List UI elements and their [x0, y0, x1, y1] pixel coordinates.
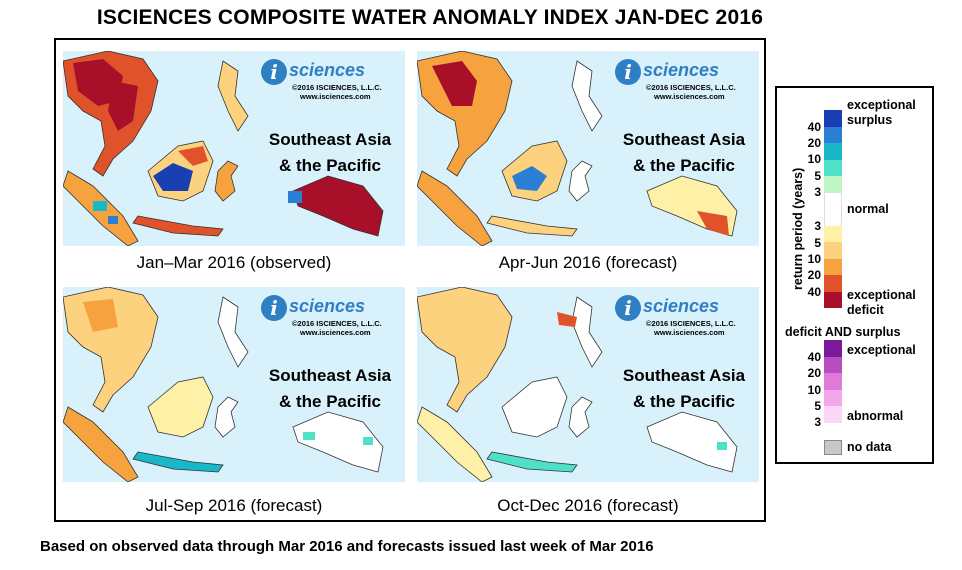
- legend-num: 20: [807, 136, 821, 150]
- swatch-deficit-5: [824, 242, 842, 259]
- swatch-surplus-40: [824, 110, 842, 127]
- swatch-both-5: [824, 389, 842, 406]
- panel-caption-oct-dec: Oct-Dec 2016 (forecast): [497, 496, 679, 515]
- panel-caption-jan-mar: Jan–Mar 2016 (observed): [136, 253, 332, 272]
- region-line-2: & the Pacific: [632, 392, 736, 411]
- swatch-surplus-10: [824, 143, 842, 160]
- region-label: Southeast Asia & the Pacific: [617, 363, 751, 415]
- panel-map-graphic: [417, 51, 738, 246]
- map-frame: i sciences ©2016 ISCIENCES, L.L.C. www.i…: [54, 38, 766, 522]
- region-label: Southeast Asia & the Pacific: [617, 127, 751, 179]
- logo-copyright: ©2016 ISCIENCES, L.L.C.: [646, 83, 736, 92]
- legend: return period (years) exceptional surplu…: [775, 86, 934, 464]
- legend-num: 10: [807, 252, 821, 266]
- logo-i-icon: i: [261, 295, 287, 321]
- logo-url: www.isciences.com: [654, 92, 725, 101]
- legend-surplus-title-1: exceptional: [847, 98, 916, 112]
- region-line-2: & the Pacific: [278, 392, 382, 411]
- legend-num: 5: [814, 169, 821, 183]
- legend-num: 20: [807, 268, 821, 282]
- map-panel-oct-dec: i sciences ©2016 ISCIENCES, L.L.C. www.i…: [417, 287, 759, 482]
- swatch-deficit-3: [824, 225, 842, 242]
- legend-deficit-title-2: deficit: [847, 303, 884, 317]
- region-line-1: Southeast Asia: [268, 130, 392, 149]
- region-line-2: & the Pacific: [278, 156, 382, 175]
- legend-both-exceptional: exceptional: [847, 343, 916, 357]
- logo-i-icon: i: [615, 59, 641, 85]
- region-label: Southeast Asia & the Pacific: [263, 363, 397, 415]
- swatch-deficit-10: [824, 258, 842, 275]
- swatch-both-10: [824, 373, 842, 390]
- logo-url: www.isciences.com: [300, 92, 371, 101]
- map-title: ISCIENCES COMPOSITE WATER ANOMALY INDEX …: [96, 6, 764, 29]
- legend-both-title: deficit AND surplus: [785, 325, 901, 339]
- region-line-1: Southeast Asia: [622, 366, 746, 385]
- panel-caption-apr-jun: Apr-Jun 2016 (forecast): [498, 253, 678, 272]
- legend-deficit-title-1: exceptional: [847, 288, 916, 302]
- logo-url: www.isciences.com: [654, 328, 725, 337]
- logo-wordmark: sciences: [643, 60, 720, 80]
- logo-i-icon: i: [615, 295, 641, 321]
- region-label: Southeast Asia & the Pacific: [263, 127, 397, 179]
- logo-wordmark: sciences: [643, 296, 720, 316]
- swatch-deficit-40: [824, 291, 842, 308]
- legend-num: 10: [807, 152, 821, 166]
- logo-wordmark: sciences: [289, 296, 366, 316]
- legend-num: 40: [807, 285, 821, 299]
- swatch-surplus-20: [824, 126, 842, 143]
- logo-copyright: ©2016 ISCIENCES, L.L.C.: [646, 319, 736, 328]
- swatch-no-data: [824, 440, 842, 455]
- legend-num: 5: [814, 236, 821, 250]
- footer-note: Based on observed data through Mar 2016 …: [40, 538, 654, 555]
- swatch-deficit-20: [824, 275, 842, 292]
- swatch-surplus-3: [824, 176, 842, 193]
- legend-num: 40: [807, 350, 821, 364]
- panel-map-graphic: [63, 287, 384, 482]
- swatch-surplus-5: [824, 159, 842, 176]
- swatch-both-20: [824, 356, 842, 373]
- swatch-both-40: [824, 340, 842, 357]
- legend-surplus-title-2: surplus: [847, 113, 893, 127]
- legend-num: 3: [814, 219, 821, 233]
- panel-map-graphic: [417, 287, 738, 482]
- swatch-normal: [824, 192, 842, 226]
- map-panel-jul-sep: i sciences ©2016 ISCIENCES, L.L.C. www.i…: [63, 287, 405, 482]
- logo-i-icon: i: [261, 59, 287, 85]
- region-line-1: Southeast Asia: [622, 130, 746, 149]
- legend-num: 3: [814, 415, 821, 429]
- legend-num: 5: [814, 399, 821, 413]
- panel-map-graphic: [63, 51, 384, 246]
- region-line-1: Southeast Asia: [268, 366, 392, 385]
- logo-wordmark: sciences: [289, 60, 366, 80]
- map-panel-jan-mar: i sciences ©2016 ISCIENCES, L.L.C. www.i…: [63, 51, 405, 246]
- region-line-2: & the Pacific: [632, 156, 736, 175]
- map-panel-apr-jun: i sciences ©2016 ISCIENCES, L.L.C. www.i…: [417, 51, 759, 246]
- logo-copyright: ©2016 ISCIENCES, L.L.C.: [292, 83, 382, 92]
- legend-num: 20: [807, 366, 821, 380]
- legend-no-data: no data: [847, 440, 892, 454]
- logo-copyright: ©2016 ISCIENCES, L.L.C.: [292, 319, 382, 328]
- legend-num: 10: [807, 383, 821, 397]
- panel-caption-jul-sep: Jul-Sep 2016 (forecast): [145, 496, 323, 515]
- swatch-both-3: [824, 406, 842, 423]
- logo-url: www.isciences.com: [300, 328, 371, 337]
- legend-num: 40: [807, 120, 821, 134]
- legend-normal: normal: [847, 202, 889, 216]
- legend-num: 3: [814, 185, 821, 199]
- legend-both-abnormal: abnormal: [847, 409, 904, 423]
